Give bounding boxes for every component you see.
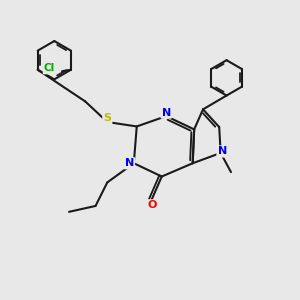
Text: N: N bbox=[218, 146, 227, 157]
Text: S: S bbox=[103, 113, 111, 124]
Text: N: N bbox=[125, 158, 134, 168]
Text: N: N bbox=[162, 108, 171, 118]
Text: O: O bbox=[147, 200, 157, 210]
Text: Cl: Cl bbox=[44, 63, 55, 73]
